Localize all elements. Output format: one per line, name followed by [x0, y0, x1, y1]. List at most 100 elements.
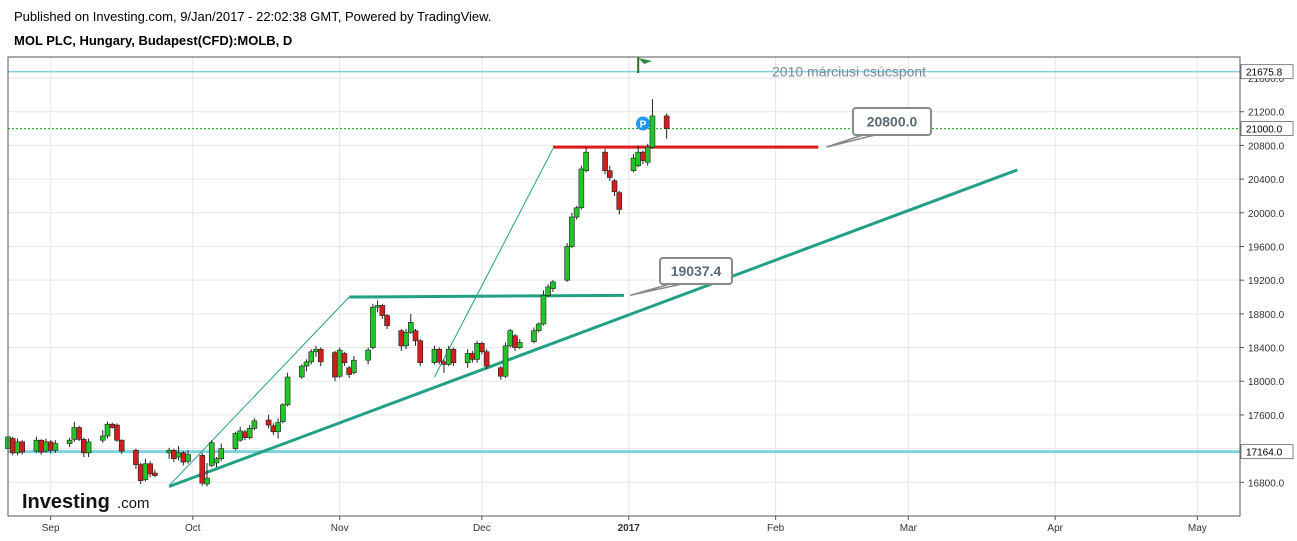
candle-body-up: [531, 330, 537, 342]
candle-body-up: [52, 443, 59, 451]
candle: [171, 448, 177, 463]
candle-body-up: [507, 330, 514, 347]
candle: [85, 438, 92, 458]
callout-label: 20800.0: [867, 114, 918, 130]
candle-body-down: [38, 439, 44, 453]
price-callout[interactable]: 19037.4: [629, 257, 733, 297]
callout-box: [852, 107, 932, 136]
candle: [516, 339, 523, 350]
candle-body-down: [109, 423, 116, 428]
x-tick-label: 2017: [618, 523, 641, 534]
chart-overlays: P 20800.0 19037.4: [629, 57, 932, 297]
candle: [99, 430, 106, 443]
candle: [417, 339, 424, 367]
pin-marker-label: P: [640, 120, 647, 131]
candle-body-up: [104, 423, 111, 437]
price-tag: 17164.0: [1240, 444, 1294, 460]
candle-body-up: [213, 458, 220, 464]
candle-body-down: [171, 450, 177, 460]
candle-body-down: [81, 439, 87, 454]
candle: [431, 345, 438, 365]
candle: [52, 440, 59, 453]
candle-body-up: [280, 404, 286, 422]
candle: [564, 243, 570, 282]
candle-body-down: [137, 464, 144, 481]
candle-body-up: [583, 151, 589, 171]
candle: [483, 349, 490, 370]
candle-body-down: [180, 452, 187, 463]
candle-body-up: [431, 348, 438, 364]
candle-body-up: [204, 477, 210, 485]
candle: [298, 364, 305, 379]
candle: [332, 350, 338, 382]
candle-body-up: [14, 441, 21, 454]
candle: [71, 421, 78, 442]
horizontal-line[interactable]: [349, 293, 625, 299]
candle-body-up: [303, 361, 310, 367]
candle-body-down: [118, 439, 125, 452]
y-tick-label: 18400.0: [1248, 344, 1285, 355]
candle-body-up: [66, 439, 73, 444]
current-price-tag-text: 21000.0: [1246, 125, 1283, 136]
x-tick-label: Feb: [767, 523, 785, 534]
y-tick-label: 20400.0: [1248, 175, 1285, 186]
candle: [540, 290, 547, 326]
candle: [33, 436, 40, 453]
x-tick-label: Apr: [1047, 523, 1063, 534]
callout-label: 19037.4: [671, 263, 722, 279]
candle: [251, 418, 258, 431]
candle: [280, 403, 286, 424]
trend-line[interactable]: [168, 168, 1018, 488]
candle-body-down: [152, 472, 158, 476]
candle-body-up: [564, 246, 570, 281]
annotation-label: 2010 márciusi csúcspont: [772, 64, 926, 80]
candle: [109, 422, 116, 429]
current-price-tag-box: [1240, 121, 1294, 136]
price-tag-text: 21675.8: [1246, 68, 1283, 79]
x-tick-label: Mar: [900, 523, 918, 534]
plot-area-border: [7, 56, 1241, 517]
candle: [535, 322, 542, 333]
candle: [469, 350, 476, 363]
x-tick-label: Oct: [185, 523, 201, 534]
candle-body-up: [246, 428, 253, 438]
y-tick-label: 18000.0: [1248, 377, 1285, 388]
candle: [237, 426, 243, 442]
current-price-tag: 21000.0: [1240, 121, 1294, 136]
candle: [379, 303, 386, 319]
candle: [573, 206, 580, 220]
channel-line[interactable]: [168, 296, 350, 487]
candle-body-down: [114, 424, 120, 441]
candle-body-up: [43, 441, 49, 452]
price-tag-text: 17164.0: [1246, 448, 1283, 459]
candle-body-up: [142, 463, 149, 481]
candle-body-up: [545, 286, 551, 296]
candle-body-down: [147, 463, 153, 475]
candle-body-down: [317, 348, 324, 363]
candle: [644, 143, 651, 166]
candle: [242, 430, 248, 441]
candle-body-down: [616, 192, 623, 210]
candle: [412, 329, 419, 346]
candle-body-up: [166, 450, 172, 454]
candle-body-up: [298, 365, 305, 378]
candle: [407, 313, 414, 335]
candle: [66, 437, 73, 447]
x-tick-label: Sep: [42, 523, 60, 534]
investing-logo: Investing .com: [22, 491, 150, 513]
candle-body-down: [640, 151, 646, 161]
candle-body-up: [649, 115, 656, 148]
candle: [9, 436, 16, 456]
candle-body-up: [85, 441, 92, 454]
candle-body-down: [47, 441, 54, 451]
y-tick-label: 20800.0: [1248, 141, 1285, 152]
channel-line[interactable]: [434, 148, 554, 378]
y-tick-label: 18800.0: [1248, 310, 1285, 321]
candle-body-up: [516, 342, 523, 348]
candle-body-up: [218, 448, 225, 460]
price-callout[interactable]: 20800.0: [826, 107, 932, 148]
candle: [569, 212, 575, 249]
pin-marker-icon[interactable]: [635, 116, 650, 131]
candle-body-up: [569, 216, 575, 247]
